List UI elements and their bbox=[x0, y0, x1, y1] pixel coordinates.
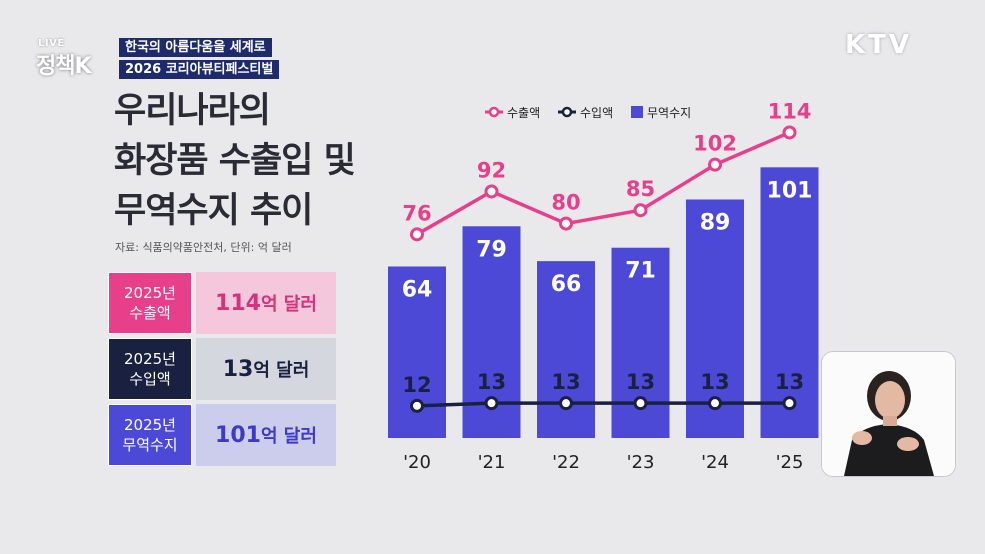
series-point-1-2 bbox=[559, 396, 573, 411]
series-point-0-0 bbox=[410, 227, 424, 242]
stat-import-label: 2025년 수입액 bbox=[108, 338, 192, 400]
series-line-1 bbox=[416, 401, 790, 408]
stat-import-year: 2025년 bbox=[124, 350, 176, 368]
stat-balance-label: 2025년 무역수지 bbox=[108, 404, 192, 466]
series-value-label-0-4: 102 bbox=[693, 132, 737, 156]
bar-value-label-4: 89 bbox=[700, 210, 731, 235]
stat-import-unit: 억 달러 bbox=[253, 360, 310, 381]
stat-balance-value: 101 억 달러 bbox=[196, 404, 336, 466]
legend-marker-0 bbox=[488, 106, 500, 118]
series-value-label-1-5: 13 bbox=[775, 370, 804, 394]
stat-balance-name: 무역수지 bbox=[122, 436, 178, 454]
stat-balance-year: 2025년 bbox=[124, 416, 176, 434]
bar-value-label-3: 71 bbox=[625, 259, 656, 284]
x-tick-label-3: '23 bbox=[627, 452, 655, 473]
stat-balance-unit: 억 달러 bbox=[260, 426, 317, 447]
title-line-2: 화장품 수출입 및 bbox=[114, 141, 356, 181]
stat-export-number: 114 bbox=[215, 290, 261, 316]
series-point-0-5 bbox=[782, 125, 797, 140]
series-value-label-1-1: 13 bbox=[477, 370, 506, 394]
series-point-1-0 bbox=[410, 398, 424, 413]
series-line-0 bbox=[416, 130, 791, 236]
logo-main-text: 정책K bbox=[36, 54, 92, 79]
x-tick-label-1: '21 bbox=[478, 452, 506, 473]
stat-export: 2025년 수출액 114 억 달러 bbox=[108, 272, 336, 334]
caption-line-2: 2026 코리아뷰티페스티벌 bbox=[119, 60, 280, 79]
x-tick-label-0: '20 bbox=[403, 452, 431, 473]
stat-export-label: 2025년 수출액 bbox=[108, 272, 192, 334]
series-value-label-1-4: 13 bbox=[700, 370, 729, 394]
series-point-1-1 bbox=[484, 396, 499, 411]
x-tick-label-5: '25 bbox=[776, 452, 804, 473]
series-point-0-4 bbox=[708, 157, 722, 172]
series-point-0-2 bbox=[559, 216, 573, 231]
program-caption: 한국의 아름다움을 세계로 2026 코리아뷰티페스티벌 bbox=[119, 36, 309, 80]
series-value-label-0-3: 85 bbox=[626, 177, 655, 201]
stat-import-value: 13 억 달러 bbox=[196, 338, 336, 400]
series-point-0-3 bbox=[633, 203, 648, 218]
bar-5 bbox=[760, 167, 819, 438]
presenter-image bbox=[822, 352, 955, 476]
stat-balance: 2025년 무역수지 101 억 달러 bbox=[108, 404, 336, 466]
series-value-label-0-1: 92 bbox=[477, 158, 506, 182]
legend-swatch-2 bbox=[631, 106, 643, 118]
series-point-1-4 bbox=[708, 396, 722, 411]
stat-export-year: 2025년 bbox=[124, 284, 176, 302]
page-title: 우리나라의 화장품 수출입 및 무역수지 추이 bbox=[114, 86, 356, 236]
stat-export-unit: 억 달러 bbox=[260, 294, 317, 315]
channel-logo: KTV bbox=[845, 30, 913, 60]
stat-export-value: 114 억 달러 bbox=[196, 272, 336, 334]
trade-chart: 수출액 수입액 무역수지 64 79 66 71 89 101 76 92 80 85 102 114 12 1… bbox=[388, 99, 819, 473]
series-value-label-1-2: 13 bbox=[551, 370, 580, 394]
x-tick-label-4: '24 bbox=[701, 452, 729, 473]
series-value-label-0-2: 80 bbox=[551, 191, 580, 215]
legend-label-0: 수출액 bbox=[507, 106, 540, 120]
bar-value-label-1: 79 bbox=[476, 237, 507, 262]
series-value-label-1-0: 12 bbox=[402, 373, 431, 397]
stat-balance-number: 101 bbox=[215, 422, 261, 448]
stat-import-name: 수입액 bbox=[129, 370, 171, 388]
legend-label-1: 수입액 bbox=[580, 106, 613, 120]
legend-label-2: 무역수지 bbox=[647, 106, 691, 120]
series-point-1-5 bbox=[782, 396, 797, 411]
title-line-1: 우리나라의 bbox=[114, 91, 271, 131]
series-value-label-0-0: 76 bbox=[402, 201, 431, 225]
series-point-1-3 bbox=[633, 396, 648, 411]
legend-marker-1 bbox=[561, 106, 573, 118]
bar-value-label-2: 66 bbox=[551, 272, 582, 297]
bar-value-label-5: 101 bbox=[767, 178, 813, 203]
series-value-label-0-5: 114 bbox=[768, 99, 812, 123]
logo-live-text: LIVE bbox=[38, 38, 65, 49]
broadcast-logo: LIVE 정책K bbox=[28, 34, 114, 79]
stat-import: 2025년 수입액 13 억 달러 bbox=[108, 338, 336, 400]
series-point-0-1 bbox=[484, 184, 499, 199]
x-tick-label-2: '22 bbox=[552, 452, 580, 473]
sign-language-presenter bbox=[821, 351, 956, 477]
title-line-3: 무역수지 추이 bbox=[114, 191, 313, 231]
stat-export-name: 수출액 bbox=[129, 304, 171, 322]
series-value-label-1-3: 13 bbox=[626, 370, 655, 394]
bar-value-label-0: 64 bbox=[402, 277, 433, 302]
source-note: 자료: 식품의약품안전처, 단위: 억 달러 bbox=[115, 241, 292, 254]
stat-import-number: 13 bbox=[222, 356, 254, 382]
caption-line-1: 한국의 아름다움을 세계로 bbox=[119, 38, 272, 57]
